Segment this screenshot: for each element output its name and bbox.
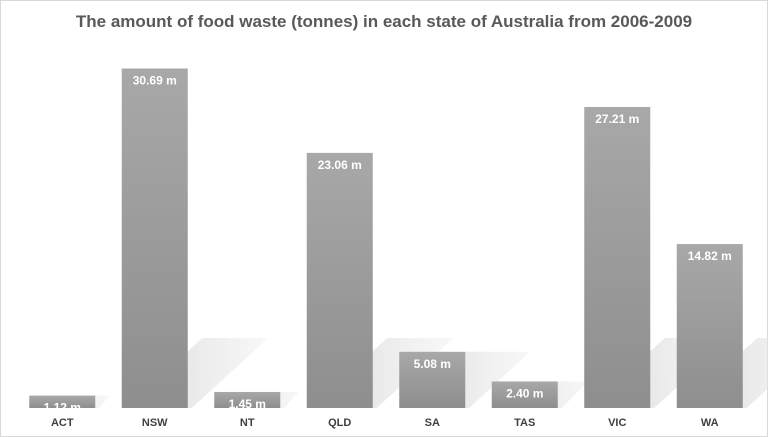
bar-sa[interactable] [399,351,466,408]
x-tick-label-vic: VIC [608,417,626,429]
data-label-vic: 27.21 m [595,112,639,126]
data-label-nt: 1.45 m [229,397,266,411]
bar-act[interactable] [29,395,96,408]
bar-nsw[interactable] [121,68,188,408]
x-tick-label-nsw: NSW [142,417,168,429]
data-label-sa: 5.08 m [414,357,451,371]
data-label-nsw: 30.69 m [133,73,177,87]
bar-tas[interactable] [491,381,558,408]
bar-qld[interactable] [306,152,373,408]
x-tick-label-tas: TAS [514,417,535,429]
bar-nt[interactable] [214,391,281,408]
x-tick-label-sa: SA [425,417,440,429]
x-tick-label-qld: QLD [328,417,351,429]
x-tick-label-nt: NT [240,417,255,429]
x-tick-label-wa: WA [701,417,719,429]
data-label-tas: 2.40 m [506,386,543,400]
bar-vic[interactable] [584,106,651,408]
data-label-act: 1.12 m [44,401,81,415]
data-label-qld: 23.06 m [318,158,362,172]
bar-wa[interactable] [676,244,743,408]
chart-title: The amount of food waste (tonnes) in eac… [75,12,693,31]
x-tick-label-act: ACT [51,417,74,429]
data-label-wa: 14.82 m [688,249,732,263]
